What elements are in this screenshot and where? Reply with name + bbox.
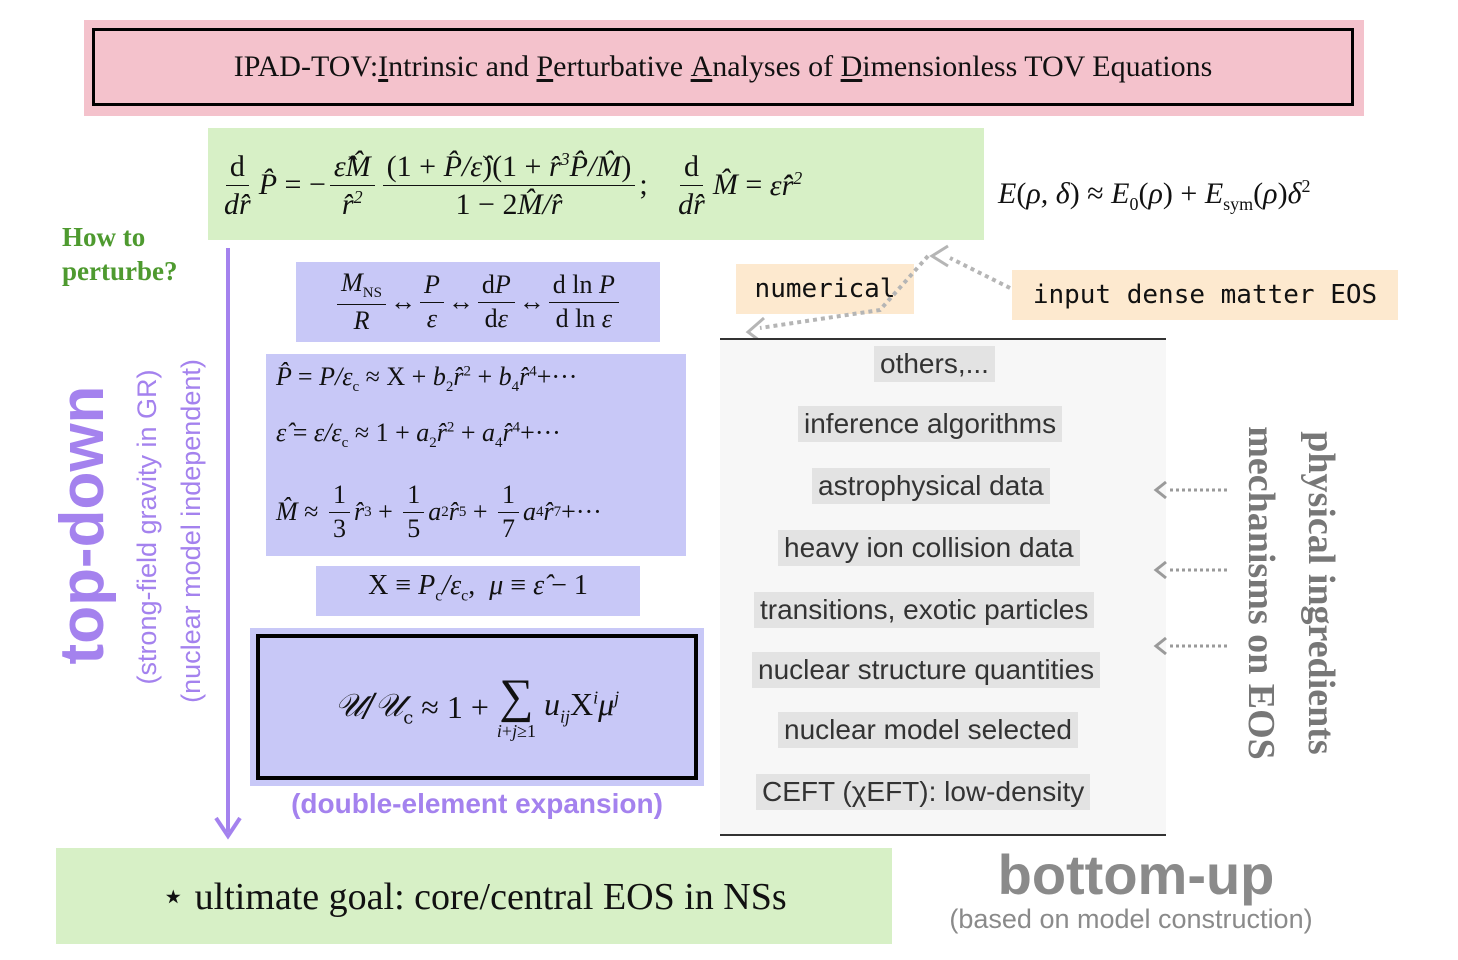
pressure-series: P̂ = P/εc ≈ X + b2r̂2 + b4r̂4+··· [276, 362, 578, 396]
how-to-line: perturbe? [62, 256, 178, 286]
double-expansion-frame [256, 634, 698, 780]
input-eos-label: input dense matter EOS [1012, 270, 1398, 320]
ingredient-item: inference algorithms [798, 406, 1063, 442]
how-to-perturbe-label: How to perturbe? [62, 220, 177, 288]
title-word: ntrinsic and [388, 50, 529, 83]
energy-density-series: ε̂ = ε/εc ≈ 1 + a2r̂2 + a4r̂4+··· [276, 418, 561, 452]
title-banner [84, 20, 1364, 116]
title-underlined-letter: I [378, 50, 389, 83]
physical-ingredients-label: physical ingredients [1300, 431, 1342, 755]
ingredient-item: others,... [874, 346, 995, 382]
ultimate-goal-text: ⋆ ultimate goal: core/central EOS in NSs [161, 875, 787, 918]
mechanisms-label: mechanisms on EOS [1240, 426, 1282, 760]
tov-equations: d dr̂ P̂ = − ε̂M̂ r̂2 (1 + P̂/ε̂)(1 + r̂3P… [224, 148, 803, 221]
title-word: erturbative [553, 50, 684, 83]
ingredient-item: nuclear model selected [778, 712, 1078, 748]
definition-box [316, 566, 640, 616]
ingredient-item: astrophysical data [812, 468, 1050, 504]
double-expansion-box [250, 628, 704, 786]
ingredient-item: heavy ion collision data [778, 530, 1080, 566]
double-expansion-label: (double-element expansion) [291, 788, 663, 819]
top-down-arrow [214, 248, 242, 840]
ingredient-item: nuclear structure quantities [752, 652, 1101, 688]
ingredients-bottom-line [720, 834, 1166, 836]
tov-equations-box [208, 128, 984, 240]
ingredients-top-line [720, 338, 1166, 340]
ingredient-item: CEFT (χEFT): low-density [756, 774, 1091, 810]
title-word: imensionless TOV Equations [862, 50, 1213, 83]
x-mu-definition: X ≡ Pc/εc, μ ≡ ε̂ − 1 [368, 570, 588, 605]
top-down-sub1: (strong-field gravity in GR) [132, 369, 162, 685]
ingredient-arrows [1153, 480, 1230, 656]
title-underlined-letter: A [690, 50, 713, 83]
bottom-up-label: bottom-up [997, 843, 1275, 906]
title-underlined-letter: D [840, 50, 863, 83]
ingredient-item: transitions, exotic particles [754, 592, 1095, 628]
title-prefix: IPAD-TOV: [233, 50, 379, 83]
title-word: nalyses of [712, 50, 834, 83]
eos-expansion-formula: E(ρ, δ) ≈ E0(ρ) + Esym(ρ)δ2 [998, 176, 1311, 214]
double-expansion-formula: 𝒰/𝒰c ≈ 1 + ∑ i+j≥1 uijXiμj [334, 669, 620, 741]
ultimate-goal-box: ⋆ ultimate goal: core/central EOS in NSs [56, 848, 892, 944]
how-to-line: How to [62, 222, 146, 252]
mass-series: M̂ ≈ 1 3 r̂ 3 + 1 5 a 2 r̂ 5 + 1 7 a 4 r̂ 7 +··· [276, 479, 602, 543]
top-down-label: top-down [48, 385, 117, 665]
title-underlined-letter: P [536, 50, 554, 83]
series-expansion-box [266, 354, 686, 556]
top-down-sub2: (nuclear model independent) [176, 359, 206, 703]
bottom-up-sub: (based on model construction) [949, 904, 1313, 934]
